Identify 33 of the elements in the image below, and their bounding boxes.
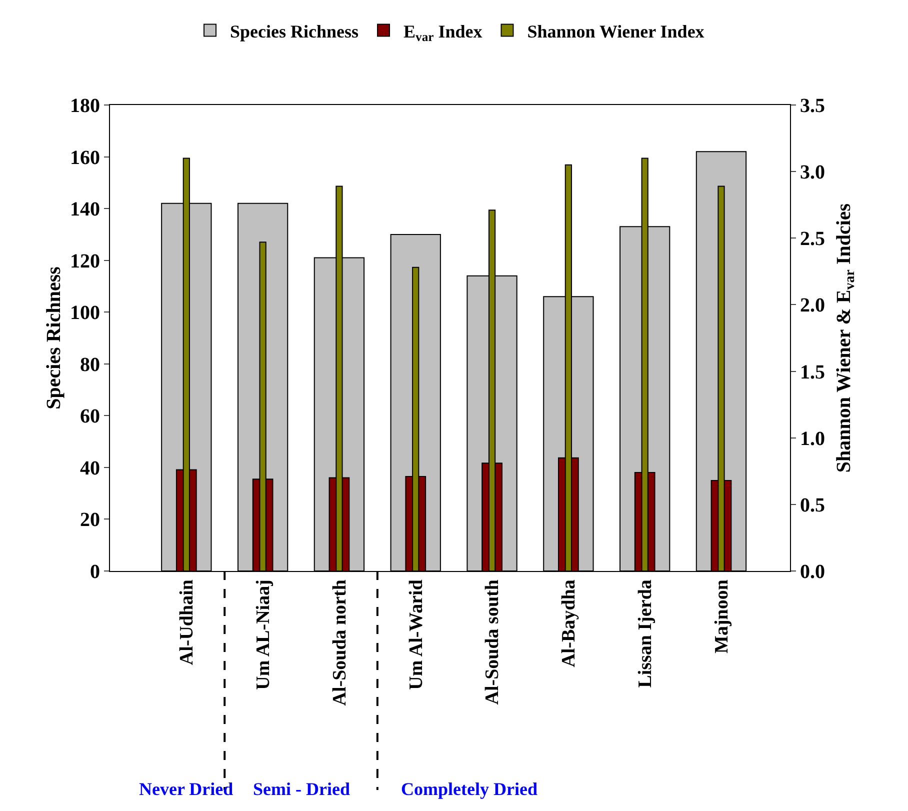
y-tick-label: 0	[90, 561, 100, 583]
y2-tick-label: 2.5	[800, 228, 825, 250]
legend-label: Shannon Wiener Index	[527, 21, 704, 42]
x-tick-label: Al-Udhain	[176, 579, 198, 666]
y-tick-label: 120	[70, 250, 100, 272]
y2-tick-label: 1.0	[800, 428, 825, 450]
x-tick-label: Al-Souda south	[482, 579, 504, 705]
text: Completely Dried	[401, 779, 538, 799]
y-tick-label: 100	[70, 302, 100, 324]
y2-tick-label: 1.5	[800, 361, 825, 384]
x-tick-label: Majnoon	[711, 579, 732, 654]
text: Semi - Dried	[253, 779, 350, 799]
y-axis-title: Species Richness	[43, 266, 65, 410]
y-tick-label: 40	[80, 457, 100, 480]
y2-tick-label: 3.0	[800, 162, 825, 184]
x-tick-label: Al-Baydha	[558, 579, 580, 668]
y-tick-label: 80	[80, 354, 100, 376]
legend-label: Species Richness	[230, 21, 359, 42]
y-tick-label: 140	[70, 198, 100, 221]
y-tick-label: 160	[70, 146, 100, 169]
x-tick-label: Lissan Ijerda	[635, 579, 656, 688]
y2-tick-label: 0.5	[800, 494, 825, 516]
y-tick-label: 60	[80, 406, 100, 428]
x-tick-label: Um AL-Niaaj	[252, 580, 274, 690]
y-tick-label: 180	[70, 95, 100, 117]
x-tick-label: Al-Souda north	[329, 579, 350, 706]
y2-tick-label: 0.0	[800, 561, 825, 583]
y2-tick-label: 3.5	[800, 95, 825, 117]
y2-tick-label: 2.0	[800, 294, 825, 317]
text: Never Dried	[139, 779, 234, 799]
legend-label: E$_{var}$ Index	[404, 21, 482, 44]
x-tick-label: Um Al-Warid	[406, 579, 427, 690]
y-tick-label: 20	[80, 509, 100, 532]
